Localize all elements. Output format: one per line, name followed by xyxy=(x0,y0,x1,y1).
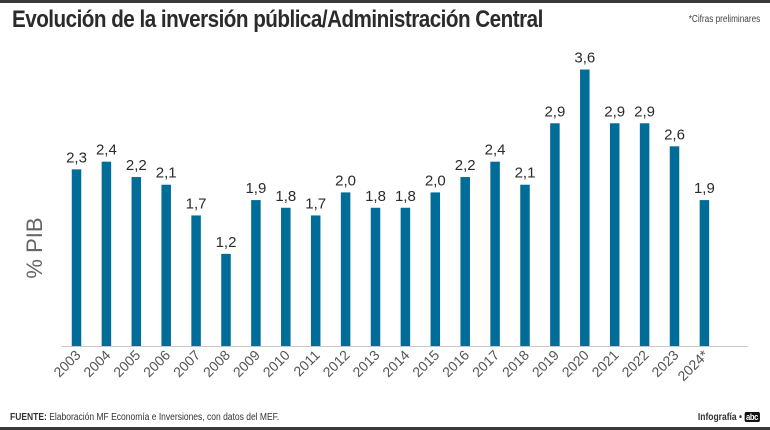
x-tick-label-2019: 2019 xyxy=(529,347,562,380)
value-label-2024*: 1,9 xyxy=(694,180,715,197)
source-text: Elaboración MF Economía e Inversiones, c… xyxy=(49,412,280,423)
bar-2017 xyxy=(490,161,500,346)
value-label-2022: 2,9 xyxy=(634,103,655,120)
bar-2019 xyxy=(550,123,560,346)
x-tick-label-2007: 2007 xyxy=(170,347,203,380)
x-tick-label-2018: 2018 xyxy=(499,347,532,380)
x-tick-label-2020: 2020 xyxy=(559,347,592,380)
value-label-2017: 2,4 xyxy=(485,142,506,159)
credit: Infografía • abc xyxy=(698,412,760,423)
credit-label: Infografía • xyxy=(698,412,743,423)
value-label-2014: 1,8 xyxy=(395,188,416,205)
value-label-2015: 2,0 xyxy=(425,172,446,189)
value-label-2013: 1,8 xyxy=(365,188,386,205)
brand-logo: abc xyxy=(744,412,760,422)
x-tick-label-2008: 2008 xyxy=(200,347,233,380)
value-label-2004: 2,4 xyxy=(96,142,117,159)
value-label-2021: 2,9 xyxy=(604,103,625,120)
value-label-2007: 1,7 xyxy=(186,195,207,212)
x-tick-label-2015: 2015 xyxy=(409,347,442,380)
chart-title: Evolución de la inversión pública/Admini… xyxy=(12,6,543,33)
bar-2008 xyxy=(221,253,231,346)
value-label-2005: 2,2 xyxy=(126,157,147,174)
bar-2024* xyxy=(699,200,710,346)
bar-2005 xyxy=(131,177,142,346)
bar-2023 xyxy=(669,146,680,346)
y-axis-label: % PIB xyxy=(22,217,47,278)
source-note: FUENTE: Elaboración MF Economía e Invers… xyxy=(10,412,279,423)
bottom-border xyxy=(0,427,770,430)
bar-2003 xyxy=(71,169,82,346)
bar-2004 xyxy=(101,161,112,346)
x-tick-label-2005: 2005 xyxy=(110,347,143,380)
bar-2006 xyxy=(161,184,171,346)
value-label-2019: 2,9 xyxy=(544,103,565,120)
bar-2012 xyxy=(340,192,351,346)
value-label-2006: 2,1 xyxy=(156,165,177,182)
x-tick-label-2004: 2004 xyxy=(80,347,113,380)
value-label-2012: 2,0 xyxy=(335,172,356,189)
x-tick-label-2013: 2013 xyxy=(349,347,382,380)
x-tick-label-2009: 2009 xyxy=(230,347,263,380)
x-tick-label-2011: 2011 xyxy=(290,347,323,380)
top-border xyxy=(0,0,770,3)
x-tick-label-2021: 2021 xyxy=(588,347,621,380)
x-tick-label-2010: 2010 xyxy=(260,347,293,380)
bar-2018 xyxy=(520,184,530,346)
bar-2022 xyxy=(639,123,650,346)
value-label-2020: 3,6 xyxy=(574,50,595,67)
x-tick-label-2024*: 2024* xyxy=(674,346,712,384)
bar-2011 xyxy=(310,215,321,346)
preliminary-note: *Cifras preliminares xyxy=(688,14,760,25)
value-label-2009: 1,9 xyxy=(245,180,266,197)
value-label-2016: 2,2 xyxy=(455,157,476,174)
source-label: FUENTE: xyxy=(10,412,47,423)
bar-2015 xyxy=(430,192,441,346)
value-label-2023: 2,6 xyxy=(664,126,685,143)
bar-2007 xyxy=(191,215,201,346)
bar-2016 xyxy=(460,177,470,346)
bar-2020 xyxy=(580,69,590,347)
x-tick-label-2016: 2016 xyxy=(439,347,472,380)
value-label-2018: 2,1 xyxy=(515,165,536,182)
x-tick-label-2017: 2017 xyxy=(469,347,502,380)
x-tick-label-2014: 2014 xyxy=(379,347,412,380)
value-label-2010: 1,8 xyxy=(275,188,296,205)
value-label-2011: 1,7 xyxy=(305,195,326,212)
x-tick-label-2003: 2003 xyxy=(50,347,83,380)
value-label-2003: 2,3 xyxy=(66,149,87,166)
bar-2010 xyxy=(281,207,291,346)
x-tick-label-2022: 2022 xyxy=(618,347,651,380)
bar-2009 xyxy=(251,200,261,346)
x-tick-label-2006: 2006 xyxy=(140,347,173,380)
bar-2014 xyxy=(400,207,411,346)
value-label-2008: 1,2 xyxy=(216,234,237,251)
bar-2021 xyxy=(609,123,620,346)
bar-2013 xyxy=(370,207,381,346)
x-tick-label-2012: 2012 xyxy=(319,347,352,380)
